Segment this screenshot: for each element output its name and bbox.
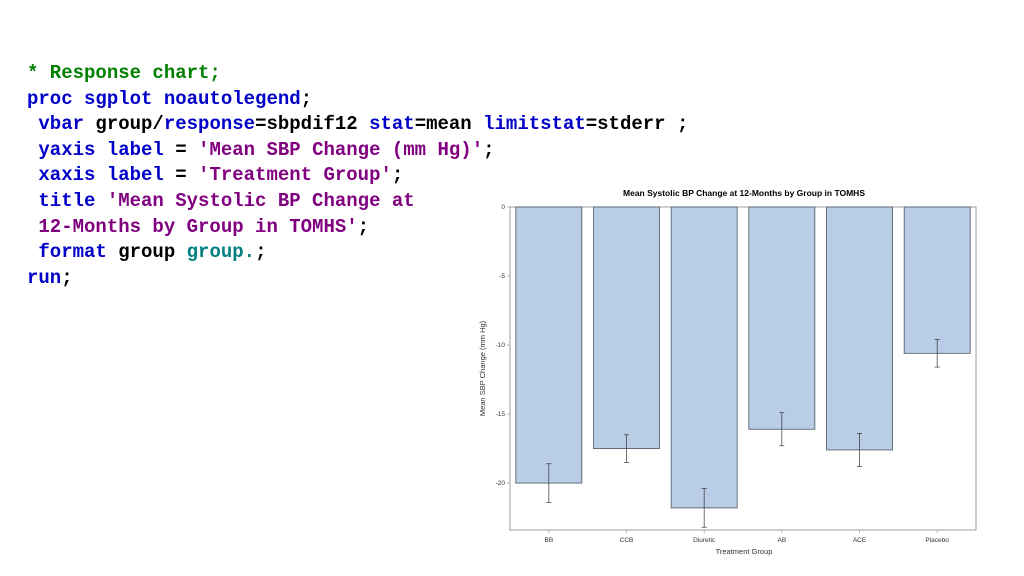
code-token-plain: =stderr ; — [585, 113, 689, 136]
code-line: run; — [27, 266, 688, 292]
code-token-plain: group/ — [95, 113, 164, 136]
code-line: * Response chart; — [27, 61, 688, 87]
x-axis-label: Treatment Group — [716, 547, 773, 556]
code-token-fmt: group. — [186, 241, 256, 264]
code-token-kw: noautolegend — [163, 87, 301, 110]
bar-bb — [515, 206, 583, 484]
code-token-plain: ; — [255, 241, 267, 264]
code-token-plain: ; — [483, 138, 495, 161]
error-bar-ace — [857, 433, 862, 467]
x-axis: BB CCB Diuretic AB ACE Placebo — [544, 530, 949, 544]
code-line: proc sgplot noautolegend; — [27, 87, 688, 113]
code-token-plain: ; — [357, 215, 370, 238]
y-tick-label: -10 — [496, 342, 506, 349]
plot-area-frame — [509, 206, 977, 531]
code-token-kw: format — [27, 241, 119, 264]
code-token-kw: xaxis label — [27, 164, 164, 187]
error-bar-bb — [546, 463, 552, 503]
bar-ace — [826, 206, 893, 451]
code-token-plain: = — [163, 164, 199, 187]
code-token-plain: ; — [300, 87, 313, 110]
code-line: format group group.; — [27, 240, 688, 266]
y-axis: 0 -5 -10 -15 -20 — [496, 204, 510, 487]
error-bar-diuretic — [701, 488, 707, 528]
code-token-plain: =mean — [414, 113, 484, 136]
code-token-plain: ; — [61, 266, 73, 289]
bar-chart: Mean Systolic BP Change at 12-Months by … — [478, 188, 977, 556]
code-line: vbar group/response=sbpdif12 stat=mean l… — [27, 112, 688, 138]
code-line: 12-Months by Group in TOMHS'; — [27, 215, 688, 241]
code-line: title 'Mean Systolic BP Change at — [27, 189, 688, 215]
y-tick-label: -20 — [496, 480, 506, 487]
chart-title: Mean Systolic BP Change at 12-Months by … — [623, 188, 865, 198]
x-tick-label: Diuretic — [693, 537, 716, 544]
x-tick-label: ACE — [853, 537, 867, 544]
bar-placebo — [903, 206, 971, 354]
x-tick-label: Placebo — [925, 537, 949, 544]
code-token-plain: group — [118, 241, 187, 264]
sas-code-block: * Response chart; proc sgplot noautolegen… — [27, 61, 688, 291]
y-tick-label: 0 — [501, 204, 505, 211]
error-bar-placebo — [934, 339, 940, 368]
code-token-comment: * Response chart; — [27, 62, 221, 84]
code-line: yaxis label = 'Mean SBP Change (mm Hg)'; — [27, 138, 688, 164]
code-token-kw: title — [27, 189, 107, 212]
y-tick-label: -15 — [496, 411, 506, 418]
code-token-str: 'Mean Systolic BP Change at — [106, 189, 415, 212]
bar-ab — [748, 206, 816, 430]
code-token-plain: ; — [391, 164, 404, 187]
code-token-kw: limitstat — [483, 113, 586, 136]
x-tick-label: CCB — [620, 537, 634, 544]
code-line: xaxis label = 'Treatment Group'; — [27, 163, 688, 189]
error-bar-ccb — [624, 434, 629, 463]
y-axis-label: Mean SBP Change (mm Hg) — [478, 320, 487, 416]
code-token-kw: yaxis label — [27, 138, 164, 161]
x-tick-label: AB — [777, 537, 786, 544]
bars-layer — [515, 206, 971, 528]
code-token-str: 'Mean SBP Change (mm Hg)' — [198, 138, 484, 161]
code-token-kw: proc sgplot — [27, 87, 164, 110]
error-bar-ab — [779, 412, 785, 447]
code-token-kw: run — [27, 266, 62, 289]
code-token-plain: =sbpdif12 — [255, 113, 370, 136]
code-token-kw: response — [163, 113, 256, 136]
y-tick-label: -5 — [499, 273, 505, 280]
bar-ccb — [593, 206, 660, 449]
bar-diuretic — [670, 206, 738, 509]
code-token-plain: = — [163, 138, 199, 161]
code-token-kw: stat — [369, 113, 415, 136]
code-token-str: 'Treatment Group' — [198, 164, 392, 187]
code-token-str: 12-Months by Group in TOMHS' — [27, 215, 358, 238]
x-tick-label: BB — [544, 537, 553, 544]
code-token-kw: vbar — [27, 113, 96, 136]
